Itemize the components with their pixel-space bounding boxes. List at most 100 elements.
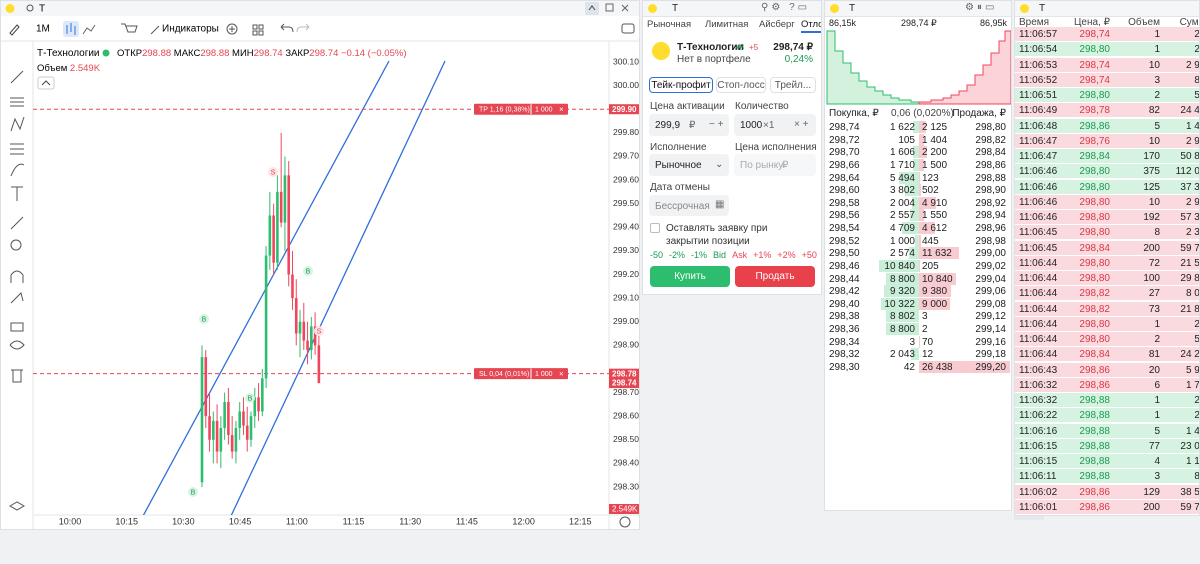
price-tag — [609, 378, 639, 389]
bid-price[interactable]: 298,70 — [829, 147, 860, 159]
bid-volume: 1 622 — [889, 122, 915, 133]
bid-price[interactable]: 298,42 — [829, 286, 860, 298]
bid-price[interactable]: 298,54 — [829, 223, 860, 235]
quick-button[interactable]: +2% — [777, 250, 796, 260]
quick-button[interactable]: Ask — [732, 250, 748, 260]
window-icons[interactable]: ⚙⏸▭ — [965, 2, 998, 13]
ask-price[interactable]: 299,20 — [975, 361, 1006, 373]
cart-icon[interactable] — [121, 23, 138, 33]
trade-marker[interactable]: S — [317, 328, 322, 335]
order-tab[interactable]: Лимитная — [705, 19, 749, 30]
bid-price[interactable]: 298,64 — [829, 172, 860, 184]
stepper[interactable]: − + — [709, 119, 724, 130]
screenshot-icon[interactable] — [621, 23, 635, 34]
trade-marker[interactable]: B — [248, 395, 253, 402]
bid-price[interactable]: 298,56 — [829, 210, 860, 222]
bid-price[interactable]: 298,34 — [829, 336, 860, 348]
ask-price[interactable]: 298,98 — [975, 235, 1006, 247]
order-tab[interactable]: Айсберг — [759, 19, 795, 30]
volume-label: Объем — [37, 63, 67, 74]
ask-price[interactable]: 298,82 — [975, 134, 1006, 146]
ask-volume: 12 — [922, 349, 934, 361]
order-tab[interactable]: Отложен — [801, 19, 821, 30]
window-icons[interactable] — [605, 3, 629, 12]
indicators-button[interactable]: Индикаторы — [162, 24, 219, 35]
order-cancel[interactable]: × — [559, 105, 564, 114]
trade-sum: 896 — [1194, 471, 1200, 483]
bid-price[interactable]: 298,46 — [829, 260, 860, 272]
order-type[interactable]: Стоп-лосс — [716, 77, 766, 93]
bid-price[interactable]: 298,38 — [829, 311, 860, 323]
keep-checkbox[interactable] — [650, 223, 660, 233]
ask-price[interactable]: 299,08 — [975, 298, 1006, 310]
trade-marker[interactable]: B — [306, 268, 311, 275]
search-icon[interactable] — [26, 4, 34, 12]
ask-price[interactable]: 299,06 — [975, 286, 1006, 298]
ask-price[interactable]: 299,18 — [975, 349, 1006, 361]
order-type[interactable]: Тейк-профит — [649, 77, 713, 93]
order-cancel[interactable]: × — [559, 369, 564, 378]
quick-button[interactable]: -50 — [650, 250, 664, 260]
ask-price[interactable]: 299,02 — [975, 260, 1006, 272]
bid-price[interactable]: 298,58 — [829, 197, 860, 209]
quick-button[interactable]: Bid — [713, 250, 727, 260]
legend-collapse[interactable] — [37, 76, 55, 90]
bid-price[interactable]: 298,66 — [829, 159, 860, 171]
drawing-tools[interactable] — [8, 70, 26, 511]
layout-icon[interactable] — [252, 24, 264, 36]
indicators-icon[interactable] — [150, 25, 160, 35]
ask-price[interactable]: 298,94 — [975, 210, 1006, 222]
candle-body — [215, 420, 219, 452]
quick-button[interactable]: +50 — [801, 250, 817, 260]
ask-price[interactable]: 298,80 — [975, 122, 1006, 133]
ask-price[interactable]: 299,04 — [975, 273, 1006, 285]
quick-button[interactable]: +1% — [753, 250, 772, 260]
exec-price-input[interactable]: По рынку ₽ — [734, 154, 816, 176]
ask-price[interactable]: 299,16 — [975, 336, 1006, 348]
cancel-input[interactable]: Бессрочная ▦ — [649, 195, 729, 216]
timeframe[interactable]: 1M — [36, 24, 50, 35]
execution-select[interactable]: Рыночное ⌄ — [649, 154, 729, 176]
line-icon[interactable] — [82, 24, 96, 35]
add-icon[interactable] — [226, 23, 238, 35]
ask-price[interactable]: 299,00 — [975, 248, 1006, 260]
settings-icon[interactable] — [619, 516, 631, 528]
ask-price[interactable]: 298,86 — [975, 159, 1006, 171]
trade-marker[interactable]: S — [271, 169, 276, 176]
stepper[interactable]: × + — [794, 119, 809, 130]
bid-price[interactable]: 298,52 — [829, 235, 860, 247]
order-tab[interactable]: Рыночная — [647, 19, 692, 30]
collapse-button[interactable] — [585, 2, 599, 15]
bid-price[interactable]: 298,60 — [829, 185, 860, 197]
ask-price[interactable]: 298,90 — [975, 185, 1006, 197]
sell-button[interactable]: Продать — [735, 266, 815, 287]
ask-price[interactable]: 298,88 — [975, 172, 1006, 184]
quantity-input[interactable]: 1000 ×1 × + — [734, 114, 816, 136]
bid-price[interactable]: 298,40 — [829, 298, 860, 310]
undo-icon[interactable] — [280, 23, 294, 33]
ask-price[interactable]: 298,84 — [975, 147, 1006, 159]
quick-button[interactable]: -2% — [669, 250, 686, 260]
window-icons[interactable]: ⚲⚙ ?▭ — [761, 2, 811, 13]
trend-line[interactable] — [230, 60, 446, 516]
buy-button[interactable]: Купить — [650, 266, 730, 287]
bid-price[interactable]: 298,44 — [829, 273, 860, 285]
bid-price[interactable]: 298,36 — [829, 324, 860, 336]
ask-price[interactable]: 298,96 — [975, 223, 1006, 235]
bid-price[interactable]: 298,50 — [829, 248, 860, 260]
bid-price[interactable]: 298,30 — [829, 361, 860, 373]
quick-button[interactable]: -1% — [691, 250, 708, 260]
redo-icon[interactable] — [296, 23, 310, 33]
bid-price[interactable]: 298,72 — [829, 134, 860, 146]
trade-sum: 298 — [1194, 395, 1200, 406]
ask-price[interactable]: 299,14 — [975, 324, 1006, 336]
activation-input[interactable]: 299,9 ₽ − + — [649, 114, 729, 136]
bid-price[interactable]: 298,32 — [829, 349, 860, 361]
bid-price[interactable]: 298,74 — [829, 122, 860, 133]
ask-price[interactable]: 298,92 — [975, 197, 1006, 209]
trade-marker[interactable]: B — [202, 316, 207, 323]
trade-marker[interactable]: B — [191, 489, 196, 496]
draw-icon[interactable] — [9, 24, 20, 36]
order-type[interactable]: Трейл... — [770, 77, 816, 93]
ask-price[interactable]: 299,12 — [975, 311, 1006, 323]
